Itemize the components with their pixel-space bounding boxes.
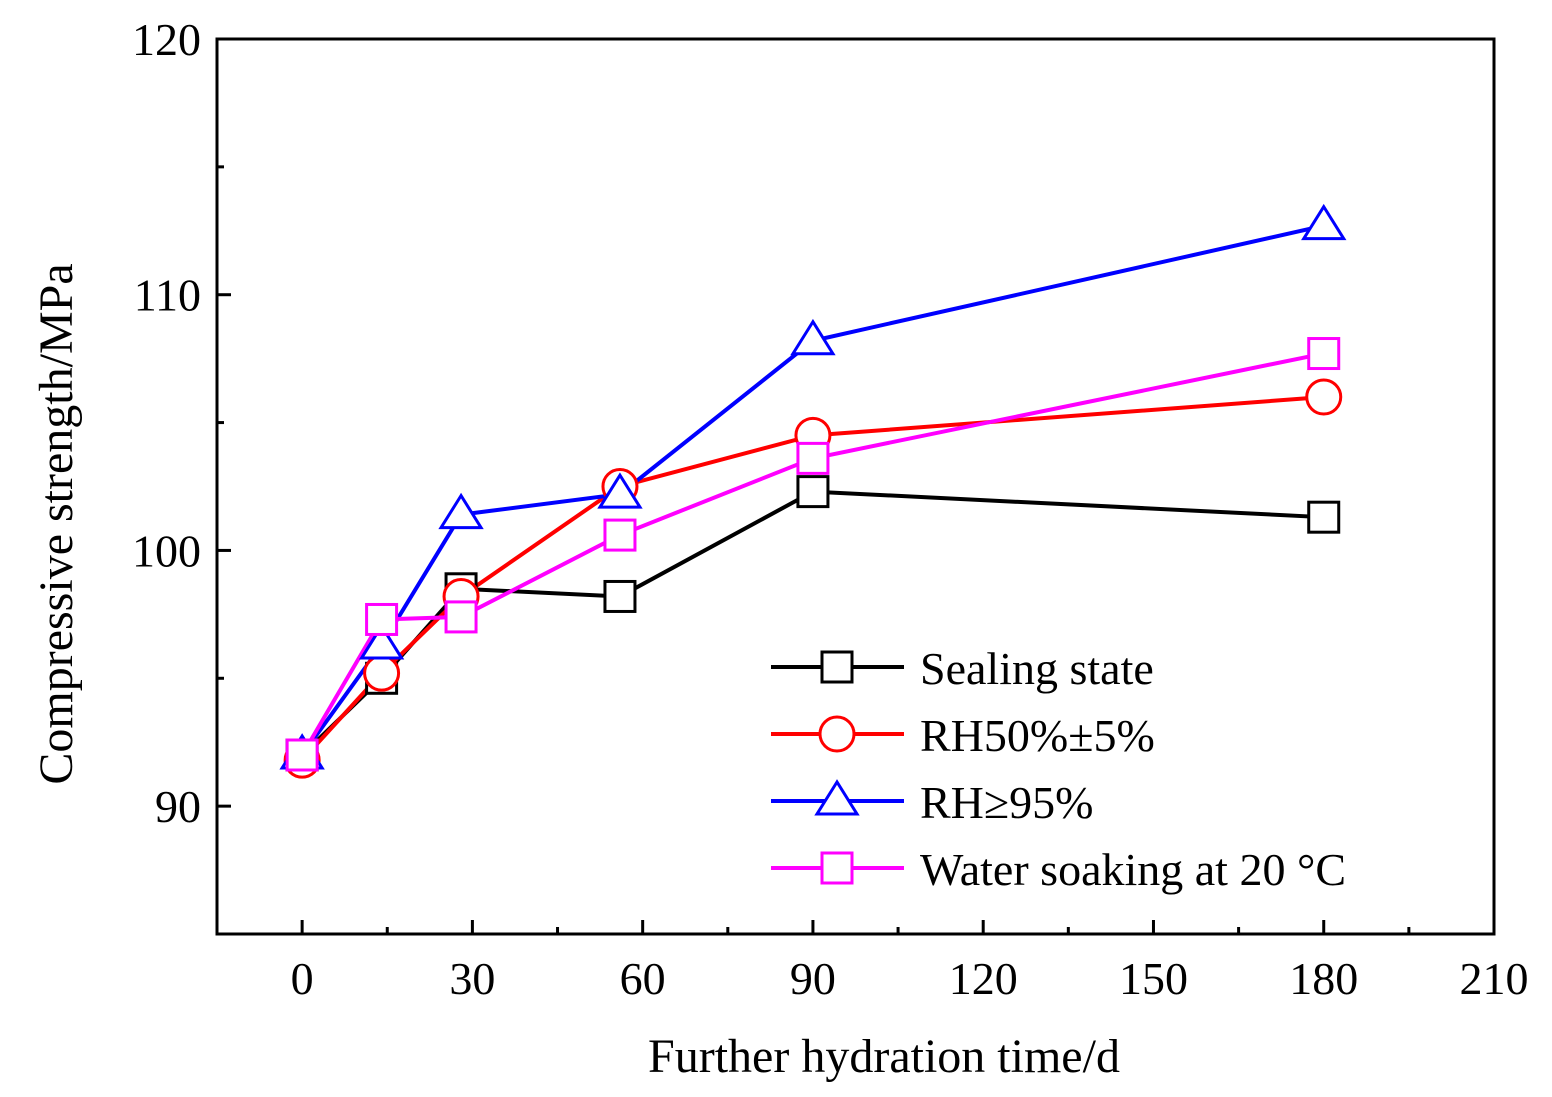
x-tick-label: 90 [790,953,836,1004]
data-point-s3 [796,441,830,475]
series-markers [279,203,1347,779]
x-tick-label: 30 [449,953,495,1004]
x-tick-label: 210 [1460,953,1529,1004]
x-axis-title: Further hydration time/d [648,1030,1120,1083]
series-line-3 [300,351,1325,757]
data-point-s3 [365,602,399,636]
x-tick-label: 60 [620,953,666,1004]
y-tick-label: 110 [134,270,201,321]
data-point-s2 [597,472,643,509]
data-point-s2 [790,318,836,356]
plot-frame [215,37,1496,936]
data-point-s1 [363,654,401,692]
y-tick-label: 100 [132,525,201,576]
legend-marker [820,851,854,885]
legend-marker [820,650,854,684]
legend-marker [818,715,856,753]
data-point-s2 [438,492,484,530]
data-point-s0 [796,475,830,509]
y-tick-label: 120 [132,14,201,65]
data-point-s3 [1307,337,1341,371]
x-tick-label: 0 [291,953,314,1004]
data-point-s3 [444,600,478,634]
y-tick-label: 90 [155,781,201,832]
x-tick-label: 120 [949,953,1018,1004]
axis-ticks [217,37,1496,934]
data-point-s3 [603,518,637,552]
legend-label: Sealing state [920,643,1154,694]
data-point-s3 [285,738,319,772]
y-axis-title: Compressive strength/MPa [30,263,83,784]
legend: Sealing state RH50%±5% RH≥95% Water soaking… [771,643,1346,895]
data-point-s2 [1301,203,1347,241]
legend-label: RH50%±5% [920,710,1155,761]
x-tick-label: 180 [1289,953,1358,1004]
data-point-s1 [1305,378,1343,416]
data-point-s2 [358,623,405,660]
x-tick-label: 150 [1119,953,1188,1004]
data-point-s0 [1307,500,1341,534]
axis-tick-labels: 0 30 60 90 120 150 180 210 90 100 110 120 [132,14,1529,1004]
legend-label: RH≥95% [920,777,1093,828]
legend-marker [814,779,860,816]
legend-label: Water soaking at 20 °C [920,844,1346,895]
data-point-s0 [603,579,637,613]
